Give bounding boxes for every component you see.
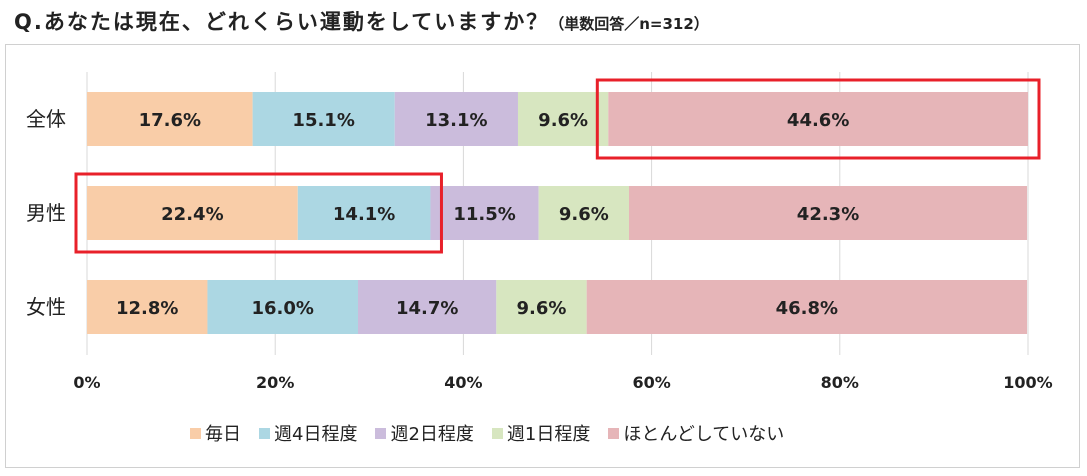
data-label: 9.6% bbox=[517, 298, 567, 319]
bar-segment bbox=[87, 280, 208, 334]
x-tick-label: 0% bbox=[73, 373, 100, 392]
legend-swatch bbox=[491, 427, 503, 439]
title-text: Q.あなたは現在、どれくらい運動をしていますか？ bbox=[14, 10, 550, 34]
bar-segment bbox=[496, 280, 587, 334]
data-label: 16.0% bbox=[252, 298, 314, 319]
bar-segment bbox=[252, 92, 395, 146]
x-tick-label: 100% bbox=[1003, 373, 1052, 392]
bar-segment bbox=[430, 186, 539, 240]
category-label: 全体 bbox=[26, 107, 66, 131]
bar-segment bbox=[608, 92, 1028, 146]
bar-segment bbox=[517, 92, 609, 146]
bar-segment bbox=[87, 186, 298, 240]
x-tick-label: 20% bbox=[256, 373, 294, 392]
highlight-box bbox=[74, 172, 443, 254]
data-label: 15.1% bbox=[292, 110, 354, 131]
bar-segment bbox=[394, 92, 518, 146]
legend-item: 週1日程度 bbox=[491, 420, 591, 446]
legend-item: 週4日程度 bbox=[259, 420, 357, 446]
data-label: 12.8% bbox=[116, 298, 178, 319]
legend-label: 週2日程度 bbox=[390, 424, 474, 445]
legend-swatch bbox=[190, 427, 201, 439]
data-label: 14.7% bbox=[396, 298, 458, 319]
bar-segment bbox=[586, 280, 1028, 334]
legend-item: 毎日 bbox=[190, 420, 241, 446]
category-label: 男性 bbox=[26, 201, 66, 225]
legend-label: 週1日程度 bbox=[506, 424, 591, 445]
legend-swatch bbox=[259, 427, 270, 439]
bar-segment bbox=[87, 92, 253, 146]
data-label: 14.1% bbox=[333, 204, 395, 225]
x-tick-label: 40% bbox=[444, 373, 482, 392]
legend-item: ほとんどしていない bbox=[608, 420, 784, 446]
category-label: 女性 bbox=[26, 295, 66, 319]
bar-segment bbox=[538, 186, 630, 240]
legend: 毎日 週4日程度 週2日程度 週1日程度 ほとんどしていない bbox=[190, 420, 784, 446]
data-label: 22.4% bbox=[161, 204, 223, 225]
legend-swatch bbox=[608, 427, 620, 439]
legend-label: 週4日程度 bbox=[274, 424, 358, 445]
bar-segment bbox=[629, 186, 1028, 240]
data-label: 17.6% bbox=[139, 110, 201, 131]
bar-segment bbox=[297, 186, 431, 240]
data-label: 46.8% bbox=[776, 298, 838, 319]
x-tick-label: 60% bbox=[632, 373, 670, 392]
data-label: 9.6% bbox=[538, 110, 588, 131]
bar-segment bbox=[358, 280, 497, 334]
legend-label: 毎日 bbox=[205, 424, 241, 445]
data-label: 9.6% bbox=[559, 204, 609, 225]
subtitle-text: （単数回答／n=312） bbox=[549, 15, 709, 33]
legend-swatch bbox=[375, 427, 387, 439]
bar-segment bbox=[207, 280, 359, 334]
data-label: 42.3% bbox=[797, 204, 859, 225]
data-label: 44.6% bbox=[787, 110, 849, 131]
legend-label: ほとんどしていない bbox=[623, 424, 785, 445]
chart-title: Q.あなたは現在、どれくらい運動をしていますか？（単数回答／n=312） bbox=[14, 6, 1074, 42]
legend-item: 週2日程度 bbox=[375, 420, 474, 446]
highlight-box bbox=[595, 78, 1041, 160]
data-label: 13.1% bbox=[425, 110, 487, 131]
x-tick-label: 80% bbox=[821, 373, 859, 392]
data-label: 11.5% bbox=[453, 204, 515, 225]
